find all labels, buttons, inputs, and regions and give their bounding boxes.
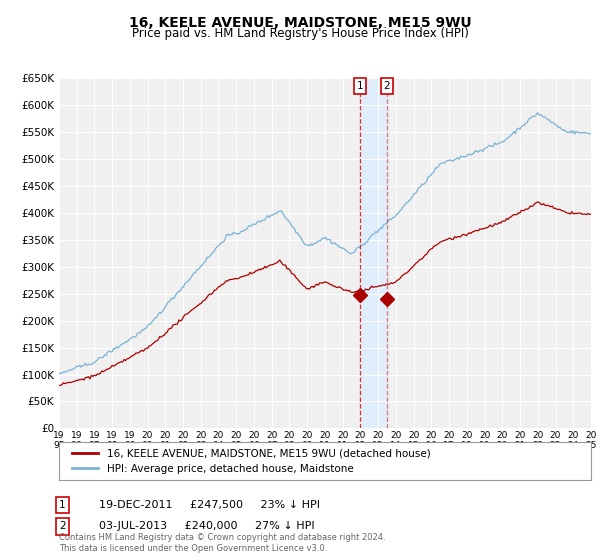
Text: 03-JUL-2013     £240,000     27% ↓ HPI: 03-JUL-2013 £240,000 27% ↓ HPI [99, 521, 314, 531]
Text: 2: 2 [383, 81, 391, 91]
Text: 2: 2 [59, 521, 65, 531]
Text: 19-DEC-2011     £247,500     23% ↓ HPI: 19-DEC-2011 £247,500 23% ↓ HPI [99, 500, 320, 510]
Text: Price paid vs. HM Land Registry's House Price Index (HPI): Price paid vs. HM Land Registry's House … [131, 27, 469, 40]
Text: 1: 1 [59, 500, 65, 510]
Legend: 16, KEELE AVENUE, MAIDSTONE, ME15 9WU (detached house), HPI: Average price, deta: 16, KEELE AVENUE, MAIDSTONE, ME15 9WU (d… [70, 446, 434, 477]
Bar [360, 78, 387, 428]
Text: Contains HM Land Registry data © Crown copyright and database right 2024.
This d: Contains HM Land Registry data © Crown c… [59, 533, 385, 553]
Text: 1: 1 [356, 81, 363, 91]
Text: 16, KEELE AVENUE, MAIDSTONE, ME15 9WU: 16, KEELE AVENUE, MAIDSTONE, ME15 9WU [128, 16, 472, 30]
